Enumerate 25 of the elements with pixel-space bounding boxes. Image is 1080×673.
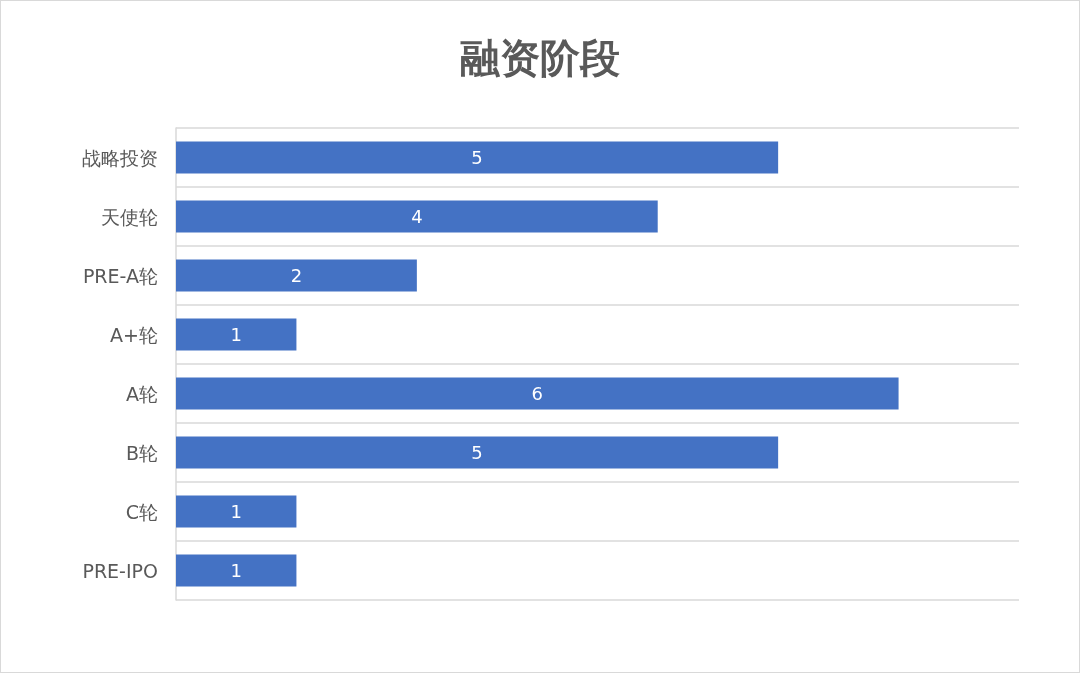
bar [176,554,297,587]
y-tick-label: C轮 [125,500,158,523]
y-tick-label: PRE-IPO [82,559,158,582]
bar [176,377,899,410]
bar [176,200,658,233]
bar [176,318,297,351]
data-label: 2 [290,265,303,286]
bar [176,259,417,292]
data-label: 5 [471,442,483,463]
y-tick-label: PRE-A轮 [82,264,158,287]
y-tick-label: 战略投资 [82,146,158,169]
chart-title: 融资阶段 [460,35,620,81]
data-label: 1 [230,324,242,345]
y-tick-label: A+轮 [110,323,158,346]
data-label: 1 [230,501,242,522]
y-tick-label: B轮 [125,441,158,464]
data-label: 5 [471,147,483,168]
y-tick-label: 天使轮 [101,205,158,228]
bar [176,436,779,469]
data-label: 4 [411,206,423,227]
y-tick-label: A轮 [126,382,158,405]
bar [176,495,297,528]
data-label: 1 [230,560,242,581]
data-label: 6 [531,383,544,404]
bar [176,141,779,174]
